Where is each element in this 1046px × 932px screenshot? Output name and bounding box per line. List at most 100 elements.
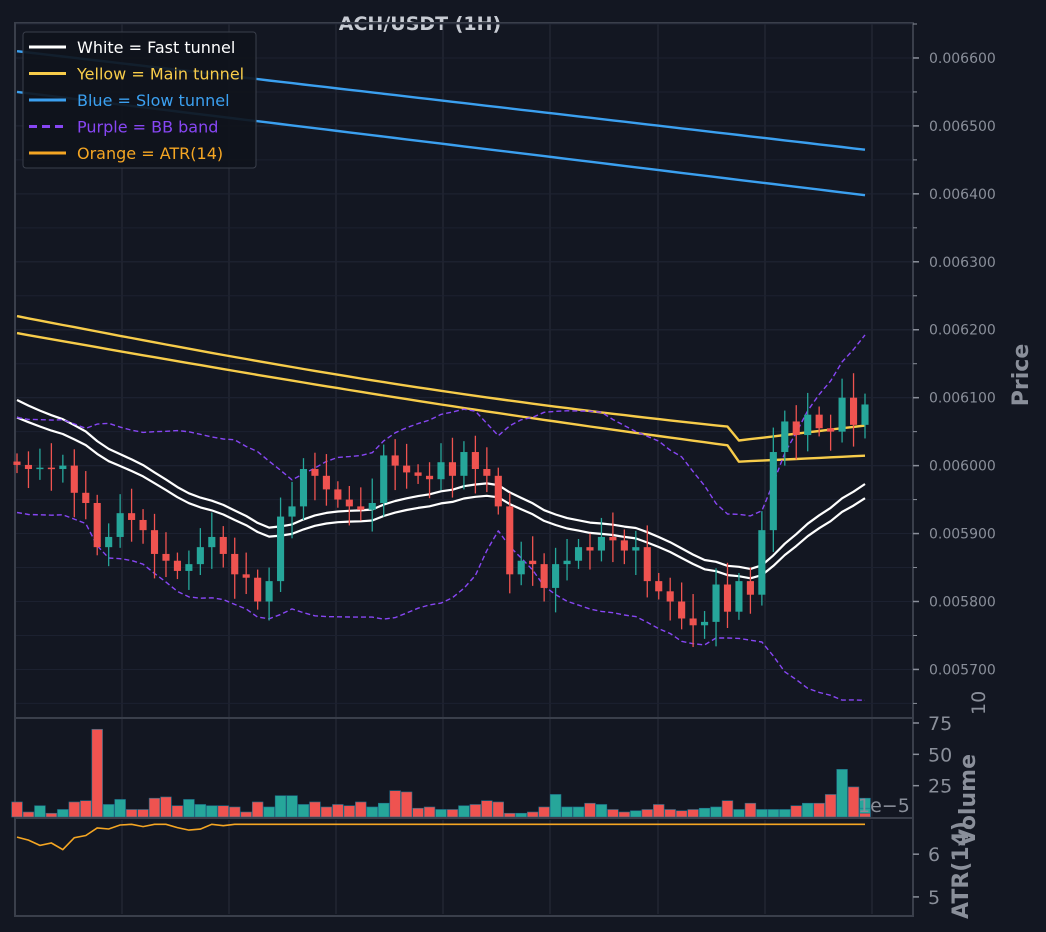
candle-body (219, 536, 227, 554)
price-tick-label: 0.005800 (929, 595, 996, 611)
candle-body (334, 489, 342, 500)
candle (219, 526, 227, 568)
candle-body (643, 547, 651, 582)
fast-tunnel-lower (16, 416, 866, 580)
volume-bar (733, 809, 745, 818)
candle (162, 532, 170, 578)
candle (838, 378, 846, 443)
candle-body (357, 506, 365, 510)
volume-bar (687, 809, 699, 818)
candle-body (47, 467, 55, 470)
candle (678, 582, 686, 630)
candle (815, 406, 823, 437)
candle (655, 572, 663, 600)
volume-bar (102, 804, 115, 818)
candle (47, 443, 55, 491)
candle-body (277, 516, 285, 582)
volume-tick-label: 75 (928, 713, 952, 735)
candle (357, 487, 365, 521)
volume-bar (286, 795, 298, 818)
candle (139, 509, 147, 544)
candle-body (517, 560, 525, 575)
volume-bar (607, 809, 619, 818)
volume-bar (435, 809, 447, 818)
candle (746, 567, 754, 614)
candle-body (586, 547, 594, 551)
atr-tick-label: 5 (928, 887, 940, 909)
candle-body (529, 560, 537, 565)
volume-bar (446, 809, 459, 818)
candle (36, 448, 44, 480)
candle (368, 478, 376, 532)
volume-bar (538, 806, 550, 818)
volume-bar (297, 804, 310, 818)
volume-bar (274, 795, 287, 818)
candle-body (620, 540, 628, 551)
bb-band-lines (16, 334, 866, 701)
atr-y-axis: 65 (913, 844, 940, 909)
atr-axis-title: ATR(14) (949, 821, 974, 919)
candle-body (838, 397, 846, 432)
candle (311, 452, 319, 501)
candle-body (781, 421, 789, 453)
volume-bar (68, 801, 80, 818)
candle-body (196, 547, 204, 565)
volume-bar (549, 794, 562, 818)
volume-bar (400, 791, 413, 818)
candle (173, 552, 181, 580)
legend-entry-label: Yellow = Main tunnel (76, 65, 244, 84)
candle (288, 481, 296, 539)
volume-bar (641, 809, 653, 818)
candle-body (701, 621, 709, 626)
legend-entry-label: Blue = Slow tunnel (77, 91, 230, 110)
volume-bar (469, 804, 482, 818)
candle-body (13, 461, 21, 465)
candle-body (231, 553, 239, 575)
candle-body (609, 536, 617, 541)
candle-body (105, 536, 113, 548)
candle (70, 449, 78, 518)
candle-body (437, 462, 445, 480)
candle (380, 444, 388, 517)
candle-body (506, 506, 514, 575)
candle (609, 512, 617, 563)
candle (185, 550, 193, 590)
candle-body (139, 519, 147, 531)
volume-bar (526, 811, 539, 818)
price-tick-label: 0.006300 (929, 255, 996, 271)
volume-bar (779, 809, 791, 818)
volume-bar (824, 794, 837, 818)
volume-bar (675, 810, 688, 818)
candle (471, 435, 479, 494)
price-tick-label: 0.006000 (929, 459, 996, 475)
volume-bar (206, 805, 218, 818)
volume-bar (744, 802, 757, 818)
atr-line (16, 823, 865, 851)
candle (804, 392, 812, 452)
candle (196, 528, 204, 576)
candle (792, 405, 800, 460)
candle (242, 552, 250, 595)
candle (666, 577, 674, 621)
candle (24, 451, 33, 489)
candle-body (116, 513, 124, 537)
volume-bar (22, 811, 35, 818)
candle-body (299, 469, 308, 507)
volume-bar (183, 799, 195, 818)
price-tick-label: 0.006100 (929, 391, 996, 407)
bb-upper (16, 334, 866, 517)
volume-bar (45, 812, 58, 818)
candle-body (827, 428, 835, 432)
candle (620, 529, 628, 565)
price-tick-label: 0.006600 (929, 51, 996, 67)
volume-bar (11, 801, 23, 818)
candle (254, 569, 262, 610)
candle-body (746, 581, 754, 595)
candle-body (242, 574, 250, 578)
candle-body (380, 455, 388, 503)
candle (574, 538, 583, 569)
candle-body (448, 462, 457, 476)
candle-body (574, 547, 583, 561)
volume-bar (504, 812, 516, 818)
volume-bar (194, 804, 207, 818)
